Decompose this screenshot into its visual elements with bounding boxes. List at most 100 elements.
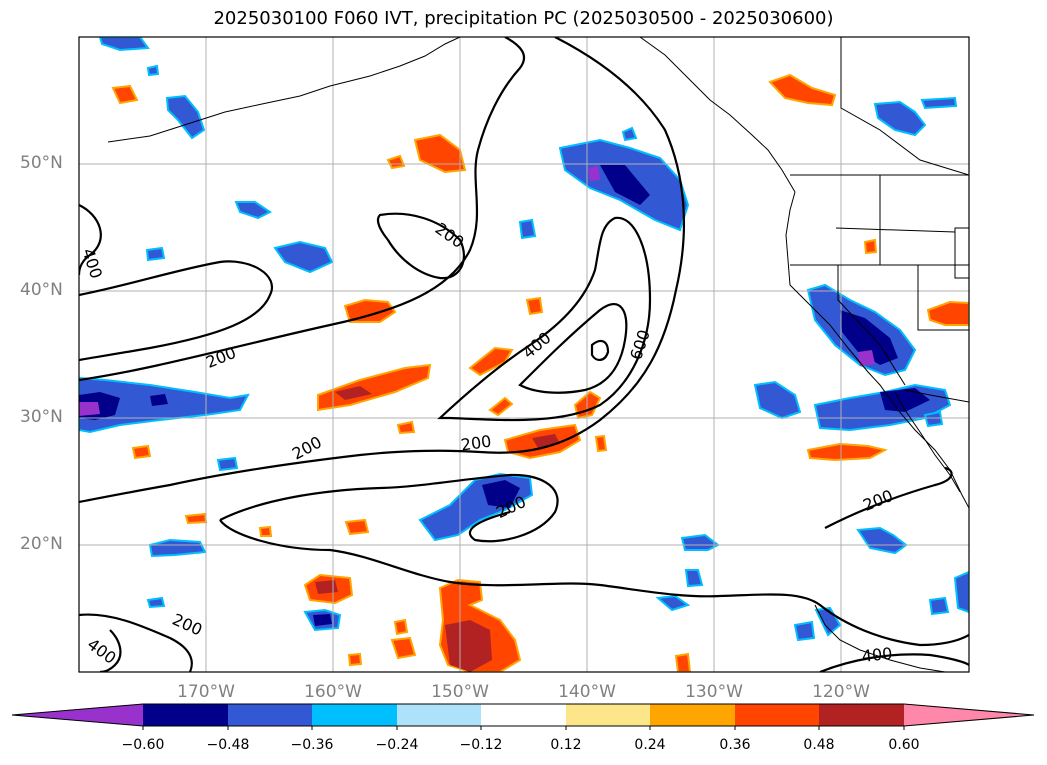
ivt-contour-600-small — [590, 339, 610, 361]
contour-label: 400 — [861, 644, 893, 666]
colorbar-tick-label: −0.60 — [121, 737, 165, 753]
precip-area-neg — [518, 218, 537, 240]
lon-label-160w: 160°W — [304, 682, 362, 702]
map-content: 400 200 200 200 400 600 200 200 200 200 … — [79, 37, 969, 672]
lon-label-120w: 120°W — [812, 682, 870, 702]
precip-area-pos — [806, 442, 888, 462]
ivt-contour-200-lower — [219, 473, 559, 543]
colorbar-segment — [566, 704, 650, 726]
colorbar-tick-label: 0.60 — [888, 737, 920, 753]
lon-label-140w: 140°W — [558, 682, 616, 702]
lon-label-150w: 150°W — [431, 682, 489, 702]
precip-area-neg — [148, 538, 207, 558]
ivt-contour-400-west-inner — [79, 260, 273, 362]
map-frame — [78, 36, 970, 673]
precip-area-neg — [880, 388, 930, 412]
coastline-baja — [894, 391, 961, 493]
colorbar-segment — [397, 704, 481, 726]
precip-area-pos — [413, 133, 467, 174]
colorbar-extend-high — [904, 704, 1034, 726]
precip-area-pos — [863, 238, 878, 255]
precip-area-pos — [488, 396, 514, 417]
precip-area-neg — [79, 402, 100, 416]
precip-area-neg — [920, 96, 958, 110]
precip-area-pos — [768, 73, 837, 107]
precip-area-pos — [390, 636, 417, 660]
colorbar-tick-label: −0.36 — [290, 737, 334, 753]
colorbar-segment — [650, 704, 735, 726]
precip-area-neg — [684, 569, 704, 588]
ivt-contour-200-closed — [376, 212, 465, 280]
precip-area-pos — [344, 518, 370, 536]
ivt-contour-600 — [518, 303, 628, 394]
precip-area-neg — [98, 37, 150, 52]
colorbar-segment — [312, 704, 397, 726]
precip-area-neg — [216, 456, 239, 472]
coastline-mexico — [814, 604, 946, 672]
precip-area-pos — [386, 154, 406, 170]
border-state — [954, 227, 969, 279]
precip-area-pos — [396, 420, 416, 435]
precip-area-neg — [680, 533, 720, 551]
colorbar-tick-label: −0.48 — [206, 737, 250, 753]
ivt-contour-200-south — [219, 519, 969, 647]
border-state — [837, 265, 906, 386]
ivt-contour-200-main — [79, 37, 526, 382]
colorbar-tick-label: 0.36 — [719, 737, 751, 753]
precip-area-pos — [343, 298, 397, 323]
colorbar-tick-label: −0.24 — [375, 737, 419, 753]
precip-area-neg — [145, 246, 166, 262]
colorbar-segment — [819, 704, 904, 726]
precip-area-neg — [753, 380, 802, 420]
border-alaska-canada — [840, 37, 969, 176]
precip-area-neg — [482, 480, 520, 508]
precip-area-pos — [926, 300, 969, 326]
precip-area-neg — [621, 126, 638, 142]
colorbar-segment — [228, 704, 312, 726]
precip-area-neg — [146, 596, 166, 609]
ivt-contour-200-main-east — [79, 37, 686, 504]
precip-area-neg — [146, 64, 160, 77]
precip-area-pos — [184, 512, 208, 525]
colorbar-tick-label: −0.12 — [459, 737, 503, 753]
precip-area-pos — [131, 444, 152, 460]
precip-area-pos — [445, 620, 492, 672]
colorbar — [11, 703, 1035, 730]
border-state — [835, 227, 956, 233]
precip-area-neg — [588, 166, 600, 181]
precip-area-neg — [953, 570, 969, 614]
lon-label-170w: 170°W — [177, 682, 235, 702]
precip-area-pos — [258, 525, 273, 537]
colorbar-segment — [735, 704, 819, 726]
precip-area-pos — [594, 434, 608, 453]
lat-label-50n: 50°N — [20, 153, 63, 173]
colorbar-tick-label: 0.48 — [803, 737, 835, 753]
precip-area-neg — [928, 596, 950, 616]
precip-area-neg — [165, 94, 206, 140]
colorbar-segment — [143, 704, 228, 726]
colorbar-segment — [481, 704, 566, 726]
ivt-contour-400-se — [819, 653, 969, 672]
precip-area-neg — [150, 394, 168, 406]
ivt-contour-400-lower — [79, 613, 193, 672]
precip-area-pos — [315, 580, 338, 594]
precip-area-neg — [273, 240, 334, 274]
map-title: 2025030100 F060 IVT, precipitation PC (2… — [213, 8, 834, 29]
border-state — [917, 265, 969, 331]
precip-area-pos — [674, 652, 692, 672]
precip-area-neg — [923, 410, 944, 428]
precip-area-neg — [655, 594, 691, 612]
contour-label: 200 — [460, 432, 493, 455]
grid-lines — [79, 37, 969, 672]
border-us-mexico — [904, 389, 969, 403]
precip-area-pos — [347, 652, 363, 667]
lon-label-130w: 130°W — [685, 682, 743, 702]
precip-area-pos — [393, 618, 409, 636]
lat-label-40n: 40°N — [20, 280, 63, 300]
precip-area-neg — [313, 614, 332, 626]
precip-area-neg — [234, 201, 272, 220]
precip-area-neg — [858, 350, 875, 366]
map-background — [79, 37, 969, 672]
precip-area-neg — [793, 620, 816, 642]
